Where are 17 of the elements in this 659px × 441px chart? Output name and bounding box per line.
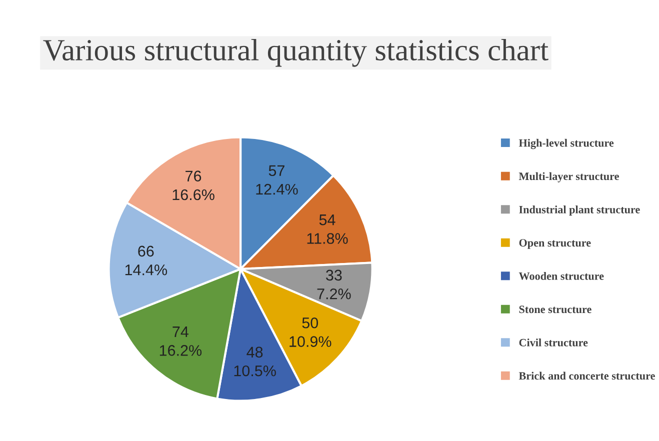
- legend-label: Civil structure: [519, 338, 588, 346]
- legend-label: Industrial plant structure: [519, 206, 640, 216]
- legend-label: Stone structure: [519, 306, 592, 314]
- data-label: 54 11.8%: [307, 214, 348, 244]
- data-label: 74 16.2%: [160, 326, 202, 356]
- data-label: 48 10.5%: [234, 346, 276, 376]
- legend-label: High-level structure: [518, 138, 614, 150]
- legend-label: Multi-layer structure: [518, 172, 619, 182]
- legend-label: Brick and concerte structure: [518, 372, 655, 380]
- legend-label: Wooden structure: [518, 272, 604, 280]
- data-label: 57 12.4%: [256, 165, 298, 195]
- chart-title: Various structural quantity statistics chart: [43, 39, 548, 67]
- data-label: 66 14.4%: [125, 246, 168, 276]
- data-label: 33 7.2%: [317, 270, 351, 300]
- legend-label: Open structure: [519, 239, 591, 249]
- data-label: 76 16.6%: [172, 170, 214, 200]
- data-label: 50 10.9%: [290, 317, 332, 347]
